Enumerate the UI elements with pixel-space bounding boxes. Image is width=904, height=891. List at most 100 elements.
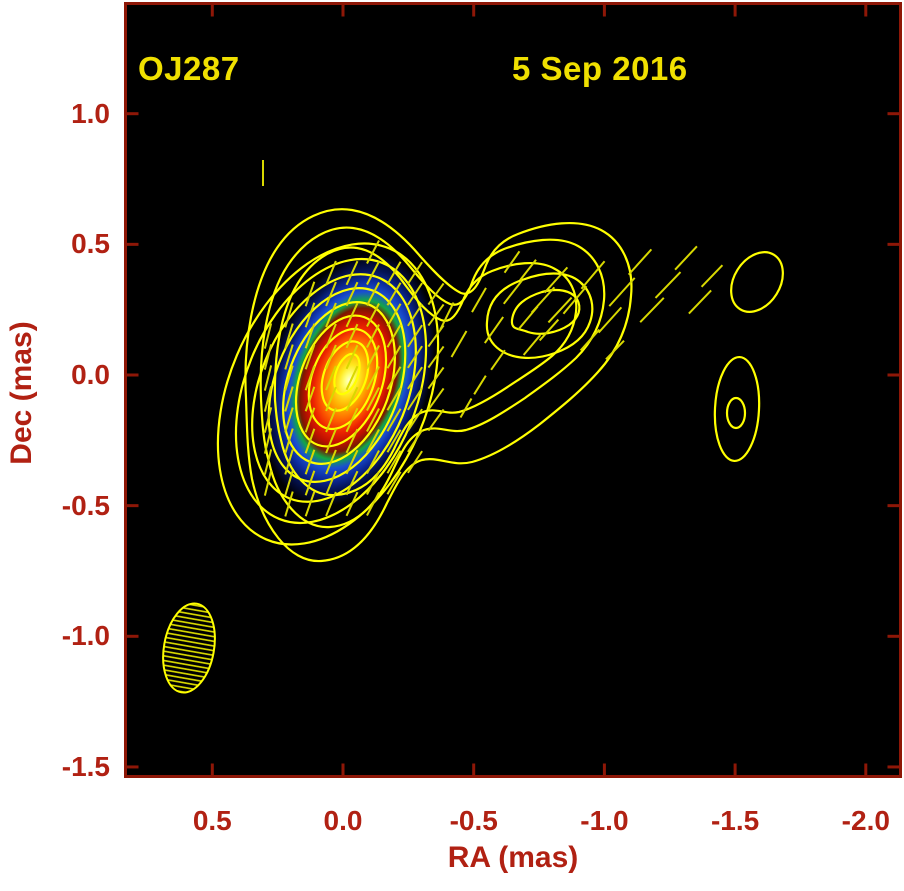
polarization-tick — [325, 302, 337, 328]
x-tick-label: -0.5 — [449, 805, 498, 836]
polarization-tick — [284, 365, 294, 391]
polarization-tick — [386, 387, 402, 411]
polarization-tick — [284, 449, 294, 475]
polarization-tick — [386, 450, 402, 474]
polarization-tick — [366, 345, 380, 369]
polarization-tick — [325, 470, 337, 496]
polarization-tick — [627, 248, 653, 276]
polarization-tick — [450, 330, 468, 358]
polarization-tick — [304, 449, 316, 475]
polarization-tick — [439, 302, 455, 330]
polarization-tick — [547, 296, 573, 324]
polarization-tick — [597, 306, 623, 334]
polarization-tick — [284, 470, 294, 496]
polarization-tick — [543, 266, 569, 294]
polarization-tick — [407, 261, 423, 285]
polarization-tick — [325, 428, 337, 454]
polarization-tick — [345, 365, 359, 391]
polarization-tick — [407, 387, 423, 411]
isolated-component-contour — [713, 355, 761, 463]
polarization-tick — [386, 261, 402, 285]
isolated-component-contour — [730, 251, 784, 313]
polarization-tick — [427, 387, 445, 411]
polarization-tick — [284, 386, 294, 412]
polarization-tick — [407, 450, 423, 474]
isolated-component-contour — [725, 396, 747, 430]
y-tick-label: 0.0 — [71, 359, 110, 390]
polarization-tick — [345, 260, 359, 286]
polarization-tick — [345, 491, 359, 517]
source-name-label: OJ287 — [138, 50, 240, 87]
polarization-tick — [263, 386, 273, 412]
polarization-tick — [407, 282, 423, 306]
polarization-tick — [386, 471, 402, 495]
polarization-tick — [490, 349, 506, 371]
contour-line — [510, 288, 581, 335]
polarization-tick — [608, 277, 636, 307]
polarization-tick — [407, 366, 423, 390]
polarization-tick — [325, 407, 337, 433]
y-tick-label: -1.5 — [61, 750, 110, 782]
polarization-tick — [345, 281, 359, 307]
polarization-tick — [304, 407, 316, 433]
polarization-tick — [503, 250, 521, 274]
polarization-tick — [284, 491, 294, 517]
contour-line — [320, 340, 370, 412]
polarization-tick — [263, 344, 273, 370]
plot-frame — [124, 2, 902, 778]
polarization-tick — [366, 324, 380, 348]
polarization-tick — [325, 344, 337, 370]
polarization-tick — [530, 286, 556, 314]
polarization-tick — [459, 397, 473, 419]
polarization-tick — [386, 324, 402, 348]
polarization-tick — [304, 428, 316, 454]
polarization-tick — [284, 407, 294, 433]
polarization-tick — [325, 323, 337, 349]
polarization-tick — [386, 408, 402, 432]
polarization-tick — [345, 386, 359, 412]
polarization-tick — [345, 428, 359, 454]
polarization-tick — [580, 260, 606, 290]
polarization-tick — [386, 366, 402, 390]
polarization-tick — [366, 450, 380, 474]
polarization-tick — [427, 366, 445, 390]
polarization-tick — [366, 408, 380, 432]
polarization-tick — [325, 491, 337, 517]
polarization-tick — [366, 492, 380, 516]
contour-line — [267, 287, 407, 483]
x-tick-label: -1.0 — [580, 805, 629, 836]
polarization-tick — [386, 303, 402, 327]
x-tick-label: 0.5 — [192, 805, 232, 836]
map-content — [162, 160, 784, 694]
polarization-tick — [386, 429, 402, 453]
contour-line — [244, 208, 633, 563]
beam-ellipse — [162, 602, 216, 694]
contour-line — [216, 242, 440, 546]
polarization-tick — [284, 323, 294, 349]
polarization-tick — [263, 365, 273, 391]
polarization-tick — [366, 366, 380, 390]
contour-line — [251, 273, 417, 503]
polarization-tick — [688, 289, 712, 315]
polarization-tick — [325, 386, 337, 412]
polarization-tick — [473, 375, 487, 395]
polarization-tick — [407, 429, 423, 453]
polarization-tick — [304, 386, 316, 412]
polarization-tick — [427, 282, 445, 306]
polarization-tick — [484, 316, 504, 344]
polarization-tick — [407, 324, 423, 348]
polarization-tick — [345, 323, 359, 349]
epoch-date-label: 5 Sep 2016 — [512, 50, 688, 87]
polarization-tick — [366, 261, 380, 285]
polarization-tick — [502, 279, 524, 305]
polarization-tick — [427, 303, 445, 327]
polarization-tick — [366, 387, 380, 411]
polarization-tick — [325, 365, 337, 391]
polarization-tick — [407, 345, 423, 369]
polarization-ticks — [262, 160, 724, 517]
polarization-tick — [345, 302, 359, 328]
y-tick-label: -1.0 — [61, 620, 110, 652]
x-tick-label: 0.0 — [323, 805, 363, 836]
polarization-tick — [407, 303, 423, 327]
